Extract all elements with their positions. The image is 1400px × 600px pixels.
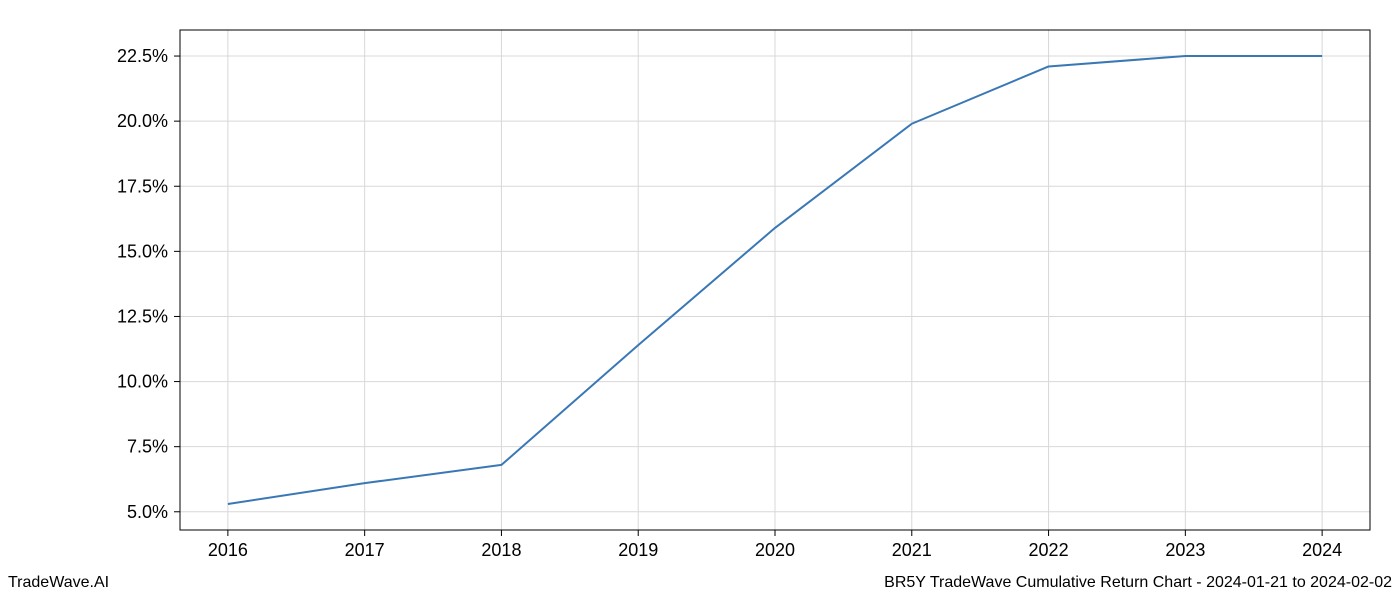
svg-text:2020: 2020 [755,540,795,560]
footer-right-text: BR5Y TradeWave Cumulative Return Chart -… [884,574,1392,592]
svg-text:2024: 2024 [1302,540,1342,560]
svg-text:2021: 2021 [892,540,932,560]
svg-text:5.0%: 5.0% [127,502,168,522]
svg-text:12.5%: 12.5% [117,306,168,326]
svg-text:2018: 2018 [481,540,521,560]
footer-left-text: TradeWave.AI [8,574,109,592]
chart-container: 2016 2017 2018 2019 2020 2021 2022 2023 2024 5.0%… [0,0,1400,600]
svg-text:10.0%: 10.0% [117,372,168,392]
svg-text:2022: 2022 [1029,540,1069,560]
svg-text:2017: 2017 [345,540,385,560]
svg-text:2019: 2019 [618,540,658,560]
line-chart: 2016 2017 2018 2019 2020 2021 2022 2023 2024 5.0%… [0,0,1400,600]
svg-text:2016: 2016 [208,540,248,560]
svg-text:15.0%: 15.0% [117,241,168,261]
svg-text:17.5%: 17.5% [117,176,168,196]
svg-text:20.0%: 20.0% [117,111,168,131]
svg-text:7.5%: 7.5% [127,437,168,457]
svg-text:2023: 2023 [1165,540,1205,560]
svg-text:22.5%: 22.5% [117,46,168,66]
